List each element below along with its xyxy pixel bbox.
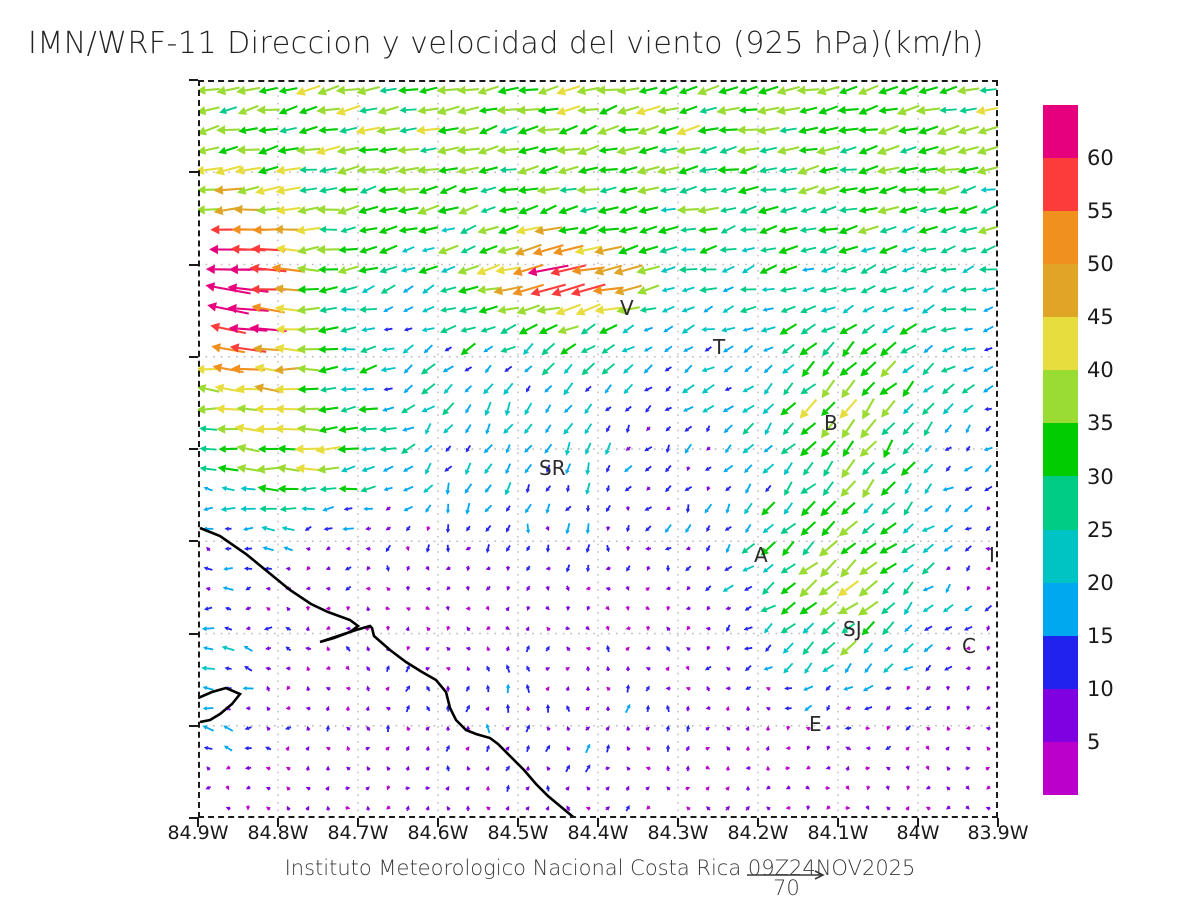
map-label-c: C xyxy=(962,634,976,658)
wind-vector-plot xyxy=(198,80,998,818)
y-axis-tick-mark xyxy=(189,540,198,543)
colorbar-tick-label: 60 xyxy=(1087,146,1114,171)
y-axis-tick-mark xyxy=(189,724,198,727)
x-axis-tick-mark xyxy=(357,818,359,827)
x-axis-tick-label: 84.6W xyxy=(407,822,469,844)
colorbar-tick-label: 50 xyxy=(1087,252,1114,277)
map-label-b: B xyxy=(824,411,838,435)
x-axis-tick-mark xyxy=(437,818,439,827)
map-label-e: E xyxy=(809,712,822,736)
colorbar-tick-label: 25 xyxy=(1087,517,1114,542)
y-axis-tick-mark xyxy=(189,79,198,81)
colorbar-band xyxy=(1043,317,1078,371)
page-title: IMN/WRF-11 Direccion y velocidad del vie… xyxy=(28,26,984,61)
colorbar-band xyxy=(1043,211,1078,265)
x-axis-tick-label: 84.4W xyxy=(567,822,629,844)
x-axis-tick-label: 84.7W xyxy=(327,822,389,844)
y-axis-tick-mark xyxy=(189,817,198,819)
grid-lines xyxy=(198,80,998,818)
colorbar-band xyxy=(1043,688,1078,742)
x-axis-tick-label: 83.9W xyxy=(967,822,1029,844)
colorbar-tick-label: 35 xyxy=(1087,411,1114,436)
x-axis-tick-mark xyxy=(677,818,679,827)
map-label-a: A xyxy=(754,543,768,567)
y-axis-tick-mark xyxy=(189,448,198,450)
colorbar-tick-label: 10 xyxy=(1087,676,1114,701)
reference-vector: 70 xyxy=(745,868,840,900)
x-axis-tick-mark xyxy=(197,818,199,827)
x-axis-tick-label: 84.8W xyxy=(247,822,309,844)
reference-vector-label: 70 xyxy=(773,876,800,900)
x-axis-tick-mark xyxy=(597,818,599,827)
wind-vector-field xyxy=(198,84,998,812)
x-axis-tick-mark xyxy=(917,818,919,827)
colorbar-tick-label: 5 xyxy=(1087,729,1101,754)
map-label-i: I xyxy=(989,543,995,567)
colorbar-band xyxy=(1043,423,1078,477)
y-axis-tick-mark xyxy=(189,171,198,174)
colorbar-band xyxy=(1043,582,1078,636)
colorbar-tick-label: 15 xyxy=(1087,623,1114,648)
colorbar-band xyxy=(1043,105,1078,159)
x-axis-tick-label: 84.1W xyxy=(807,822,869,844)
x-axis-tick-label: 84.9W xyxy=(167,822,229,844)
colorbar-tick-label: 40 xyxy=(1087,358,1114,383)
colorbar-tick-label: 55 xyxy=(1087,199,1114,224)
colorbar-band xyxy=(1043,741,1078,795)
colorbar-tick-label: 30 xyxy=(1087,464,1114,489)
coastline-overlay xyxy=(198,526,610,818)
x-axis-tick-label: 84.5W xyxy=(487,822,549,844)
y-axis-tick-mark xyxy=(189,632,198,635)
footer-credit: Instituto Meteorologico Nacional Costa R… xyxy=(284,856,916,880)
map-label-sj: SJ xyxy=(843,617,862,641)
coastline-main xyxy=(199,526,610,818)
colorbar-band xyxy=(1043,158,1078,212)
colorbar-legend: 60 55 50 45 40 35 30 25 20 15 10 5 xyxy=(1043,105,1114,795)
x-axis-tick-mark xyxy=(997,818,999,827)
colorbar-tick-label: 20 xyxy=(1087,570,1114,595)
reference-vector-arrow xyxy=(747,870,825,880)
colorbar-band xyxy=(1043,529,1078,583)
y-axis-tick-mark xyxy=(189,355,198,358)
colorbar-band xyxy=(1043,635,1078,689)
colorbar-band xyxy=(1043,264,1078,318)
colorbar-band xyxy=(1043,370,1078,424)
x-axis-tick-label: 84W xyxy=(896,822,940,844)
x-axis-tick-label: 84.2W xyxy=(727,822,789,844)
x-axis-tick-mark xyxy=(517,818,519,827)
x-axis-tick-mark xyxy=(837,818,839,827)
map-label-v: V xyxy=(620,296,634,320)
coastline-islet xyxy=(198,686,243,724)
colorbar-tick-label: 45 xyxy=(1087,305,1114,330)
x-axis-tick-mark xyxy=(277,818,279,827)
map-label-t: T xyxy=(713,335,726,359)
y-axis-tick-mark xyxy=(189,263,198,266)
x-axis-tick-label: 84.3W xyxy=(647,822,709,844)
x-axis-tick-mark xyxy=(757,818,759,827)
colorbar-band xyxy=(1043,476,1078,530)
map-label-sr: SR xyxy=(539,456,566,480)
